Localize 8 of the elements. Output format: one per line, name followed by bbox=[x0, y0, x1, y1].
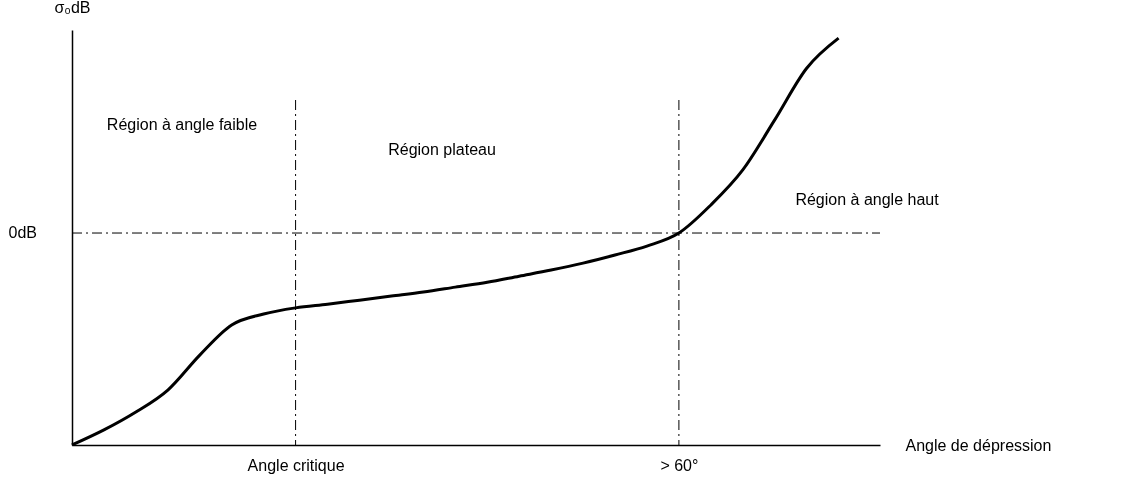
annotation: Région plateau bbox=[388, 141, 496, 158]
y-axis-title: σ₀dB bbox=[54, 0, 91, 16]
annotation: Région à angle faible bbox=[106, 116, 258, 133]
x-axis-title: Angle de dépression bbox=[905, 436, 1052, 454]
x-tick-label: Angle critique bbox=[247, 456, 345, 474]
ref-line-label: 0dB bbox=[8, 224, 37, 242]
x-tick-label: > 60° bbox=[660, 456, 699, 474]
annotation: Région à angle haut bbox=[795, 191, 940, 208]
